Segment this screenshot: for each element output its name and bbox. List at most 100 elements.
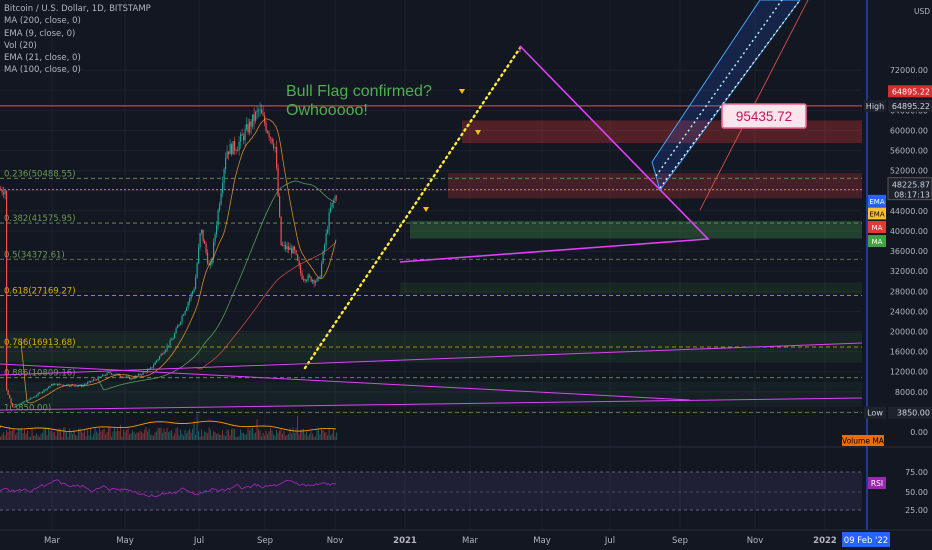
legend-vol[interactable]: Vol (20): [4, 40, 37, 51]
volume-bar: [141, 432, 143, 440]
volume-bar: [57, 429, 59, 440]
candle-body: [12, 403, 14, 407]
candle-body: [175, 328, 177, 334]
candle-body: [153, 364, 155, 368]
volume-bar: [238, 435, 240, 440]
candle-body: [220, 193, 222, 205]
price-tick: 20000.00: [890, 328, 928, 337]
candle-body: [274, 147, 276, 148]
candle-body: [0, 189, 2, 191]
volume-bar: [333, 428, 335, 440]
volume-bar: [42, 432, 44, 440]
candle-body: [226, 151, 228, 159]
volume-bar: [64, 427, 66, 440]
volume-bar: [268, 431, 270, 440]
candle-body: [211, 258, 213, 265]
candle-body: [321, 263, 323, 277]
volume-bar: [148, 428, 150, 440]
low-label-bg: [864, 406, 886, 419]
candle-body: [160, 353, 162, 357]
projection-midline: [655, 0, 783, 177]
volume-bar: [241, 433, 243, 440]
volume-bar: [112, 431, 114, 440]
candle-body: [105, 375, 107, 376]
candle-body: [306, 280, 308, 282]
candle-body: [45, 389, 47, 391]
candle-body: [297, 254, 299, 261]
candle-body: [144, 371, 146, 373]
fib-level-label: 0.786(16913.68): [4, 338, 76, 348]
candle-body: [55, 383, 57, 385]
fib-level-label: 0.618(27169.27): [4, 286, 76, 296]
note-line-2: Owhooooo!: [286, 102, 368, 119]
price-tick: 72000.00: [890, 66, 928, 75]
volume-ma-line: [0, 420, 337, 432]
volume-ma-badge-bg: [842, 435, 884, 446]
volume-bar: [150, 434, 152, 440]
candle-body: [31, 397, 33, 399]
volume-bar: [277, 432, 279, 440]
candle-body: [276, 147, 278, 168]
candle-body: [114, 374, 116, 376]
candle-body: [129, 376, 131, 380]
candle-body: [142, 372, 144, 375]
candle-body: [255, 112, 257, 121]
volume-bar: [78, 428, 80, 440]
candle-body: [25, 400, 27, 402]
rsi-band: [0, 472, 862, 510]
candle-body: [139, 373, 141, 375]
volume-bar: [46, 435, 48, 440]
candle-body: [177, 325, 179, 329]
volume-bar: [16, 432, 18, 440]
volume-bar: [229, 435, 231, 440]
candle-body: [109, 372, 111, 374]
volume-bar: [81, 431, 83, 440]
candle-body: [262, 113, 264, 116]
candle-body: [117, 373, 119, 375]
volume-bar: [75, 435, 77, 440]
indicator-legend: Bitcoin / U.S. Dollar, 1D, BITSTAMP MA (…: [4, 3, 151, 77]
candle-body: [313, 280, 315, 284]
volume-bar: [177, 427, 179, 440]
candle-body: [258, 110, 260, 111]
legend-ma200[interactable]: MA (200, close, 0): [4, 16, 81, 27]
volume-layer: [0, 414, 338, 440]
candle-body: [100, 376, 102, 378]
legend-ema9[interactable]: EMA (9, close, 0): [4, 28, 76, 39]
drawings-layer: [0, 0, 863, 411]
candle-body: [246, 124, 248, 130]
volume-bar: [159, 428, 161, 440]
volume-bar: [330, 435, 332, 440]
candle-body: [136, 375, 138, 377]
symbol-title[interactable]: Bitcoin / U.S. Dollar, 1D, BITSTAMP: [4, 4, 151, 14]
legend-ema21[interactable]: EMA (21, close, 0): [4, 53, 81, 64]
candle-body: [43, 389, 45, 392]
volume-bar: [261, 436, 263, 440]
volume-bar: [30, 436, 32, 440]
volume-bar: [174, 433, 176, 440]
volume-bar: [66, 431, 68, 440]
candle-body: [204, 240, 206, 244]
volume-bar: [165, 431, 167, 440]
volume-bar: [154, 432, 156, 440]
volume-bar: [136, 432, 138, 440]
candle-body: [292, 246, 294, 254]
candle-body: [70, 384, 72, 387]
rsi-tick: 25.00: [905, 506, 928, 515]
candle-body: [172, 338, 174, 340]
volume-bar: [168, 432, 170, 440]
volume-bar: [13, 428, 15, 440]
volume-bar: [186, 433, 188, 440]
volume-bar: [151, 435, 153, 440]
candle-body: [151, 367, 153, 369]
candle-body: [112, 374, 114, 376]
legend-ma100[interactable]: MA (100, close, 0): [4, 65, 81, 76]
volume-bar: [235, 436, 237, 440]
candle-body: [37, 393, 39, 396]
volume-bar: [247, 427, 249, 440]
price-tick: 12000.00: [890, 368, 928, 377]
high-value-tag-bg: [888, 99, 932, 112]
candle-body: [201, 229, 203, 234]
volume-bar: [273, 434, 275, 440]
